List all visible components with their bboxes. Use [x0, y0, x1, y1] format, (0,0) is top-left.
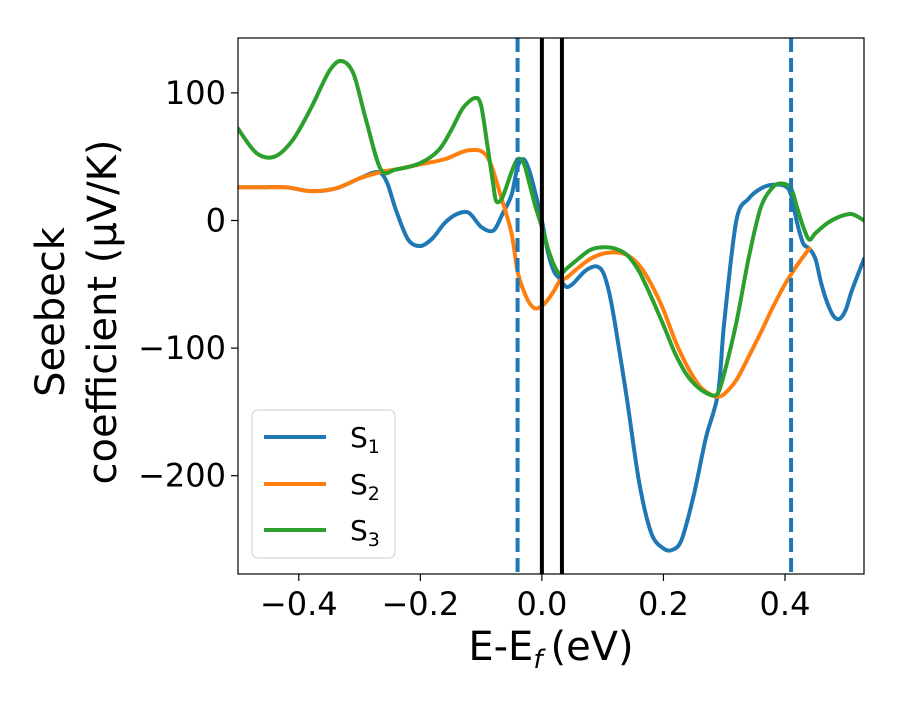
y-axis-ticks: 100 0 −100 −200 — [138, 74, 238, 495]
legend-label-s3: S3 — [350, 514, 380, 551]
series-line-s2 — [238, 147, 812, 399]
x-axis-title-subscript: f — [533, 645, 546, 675]
legend-label-s2: S2 — [350, 468, 380, 505]
legend-label-s1-main: S — [350, 421, 368, 454]
legend-label-s2-sub: 2 — [368, 483, 380, 505]
x-axis-ticks: −0.4 −0.2 0.0 0.2 0.4 — [260, 574, 811, 623]
x-axis-title-unit: (eV) — [550, 624, 633, 670]
legend-label-s2-main: S — [350, 468, 368, 501]
x-tick-label: 0.4 — [760, 585, 811, 623]
plot-frame — [237, 37, 865, 575]
legend-label-s3-main: S — [350, 514, 368, 547]
reference-lines — [515, 38, 794, 574]
legend-item-s1: S1 — [264, 421, 380, 458]
legend-label-s3-sub: 3 — [368, 529, 380, 551]
legend: S1 S2 S3 — [251, 409, 396, 559]
x-tick-label: 0.0 — [516, 585, 567, 623]
y-tick-label: 0 — [206, 201, 226, 239]
legend-item-s3: S3 — [264, 514, 380, 551]
legend-label-s1: S1 — [350, 421, 380, 458]
x-axis-title: E-Ef (eV) — [468, 624, 633, 675]
y-tick-label: −200 — [138, 457, 226, 495]
x-tick-label: −0.4 — [260, 585, 338, 623]
y-axis-title-line1: Seebeck — [28, 226, 74, 397]
x-tick-label: 0.2 — [638, 585, 689, 623]
y-axis-title: Seebeck coefficient (μV/K) — [28, 140, 126, 485]
legend-item-s2: S2 — [264, 468, 380, 505]
x-tick-label: −0.2 — [381, 585, 459, 623]
y-tick-label: −100 — [138, 329, 226, 367]
series-line-s3 — [238, 58, 864, 398]
legend-label-s1-sub: 1 — [368, 436, 380, 458]
y-axis-title-line2: coefficient (μV/K) — [80, 140, 126, 485]
x-axis-title-main: E-E — [468, 624, 533, 670]
y-tick-label: 100 — [165, 74, 226, 112]
series-line-s1 — [238, 157, 864, 553]
